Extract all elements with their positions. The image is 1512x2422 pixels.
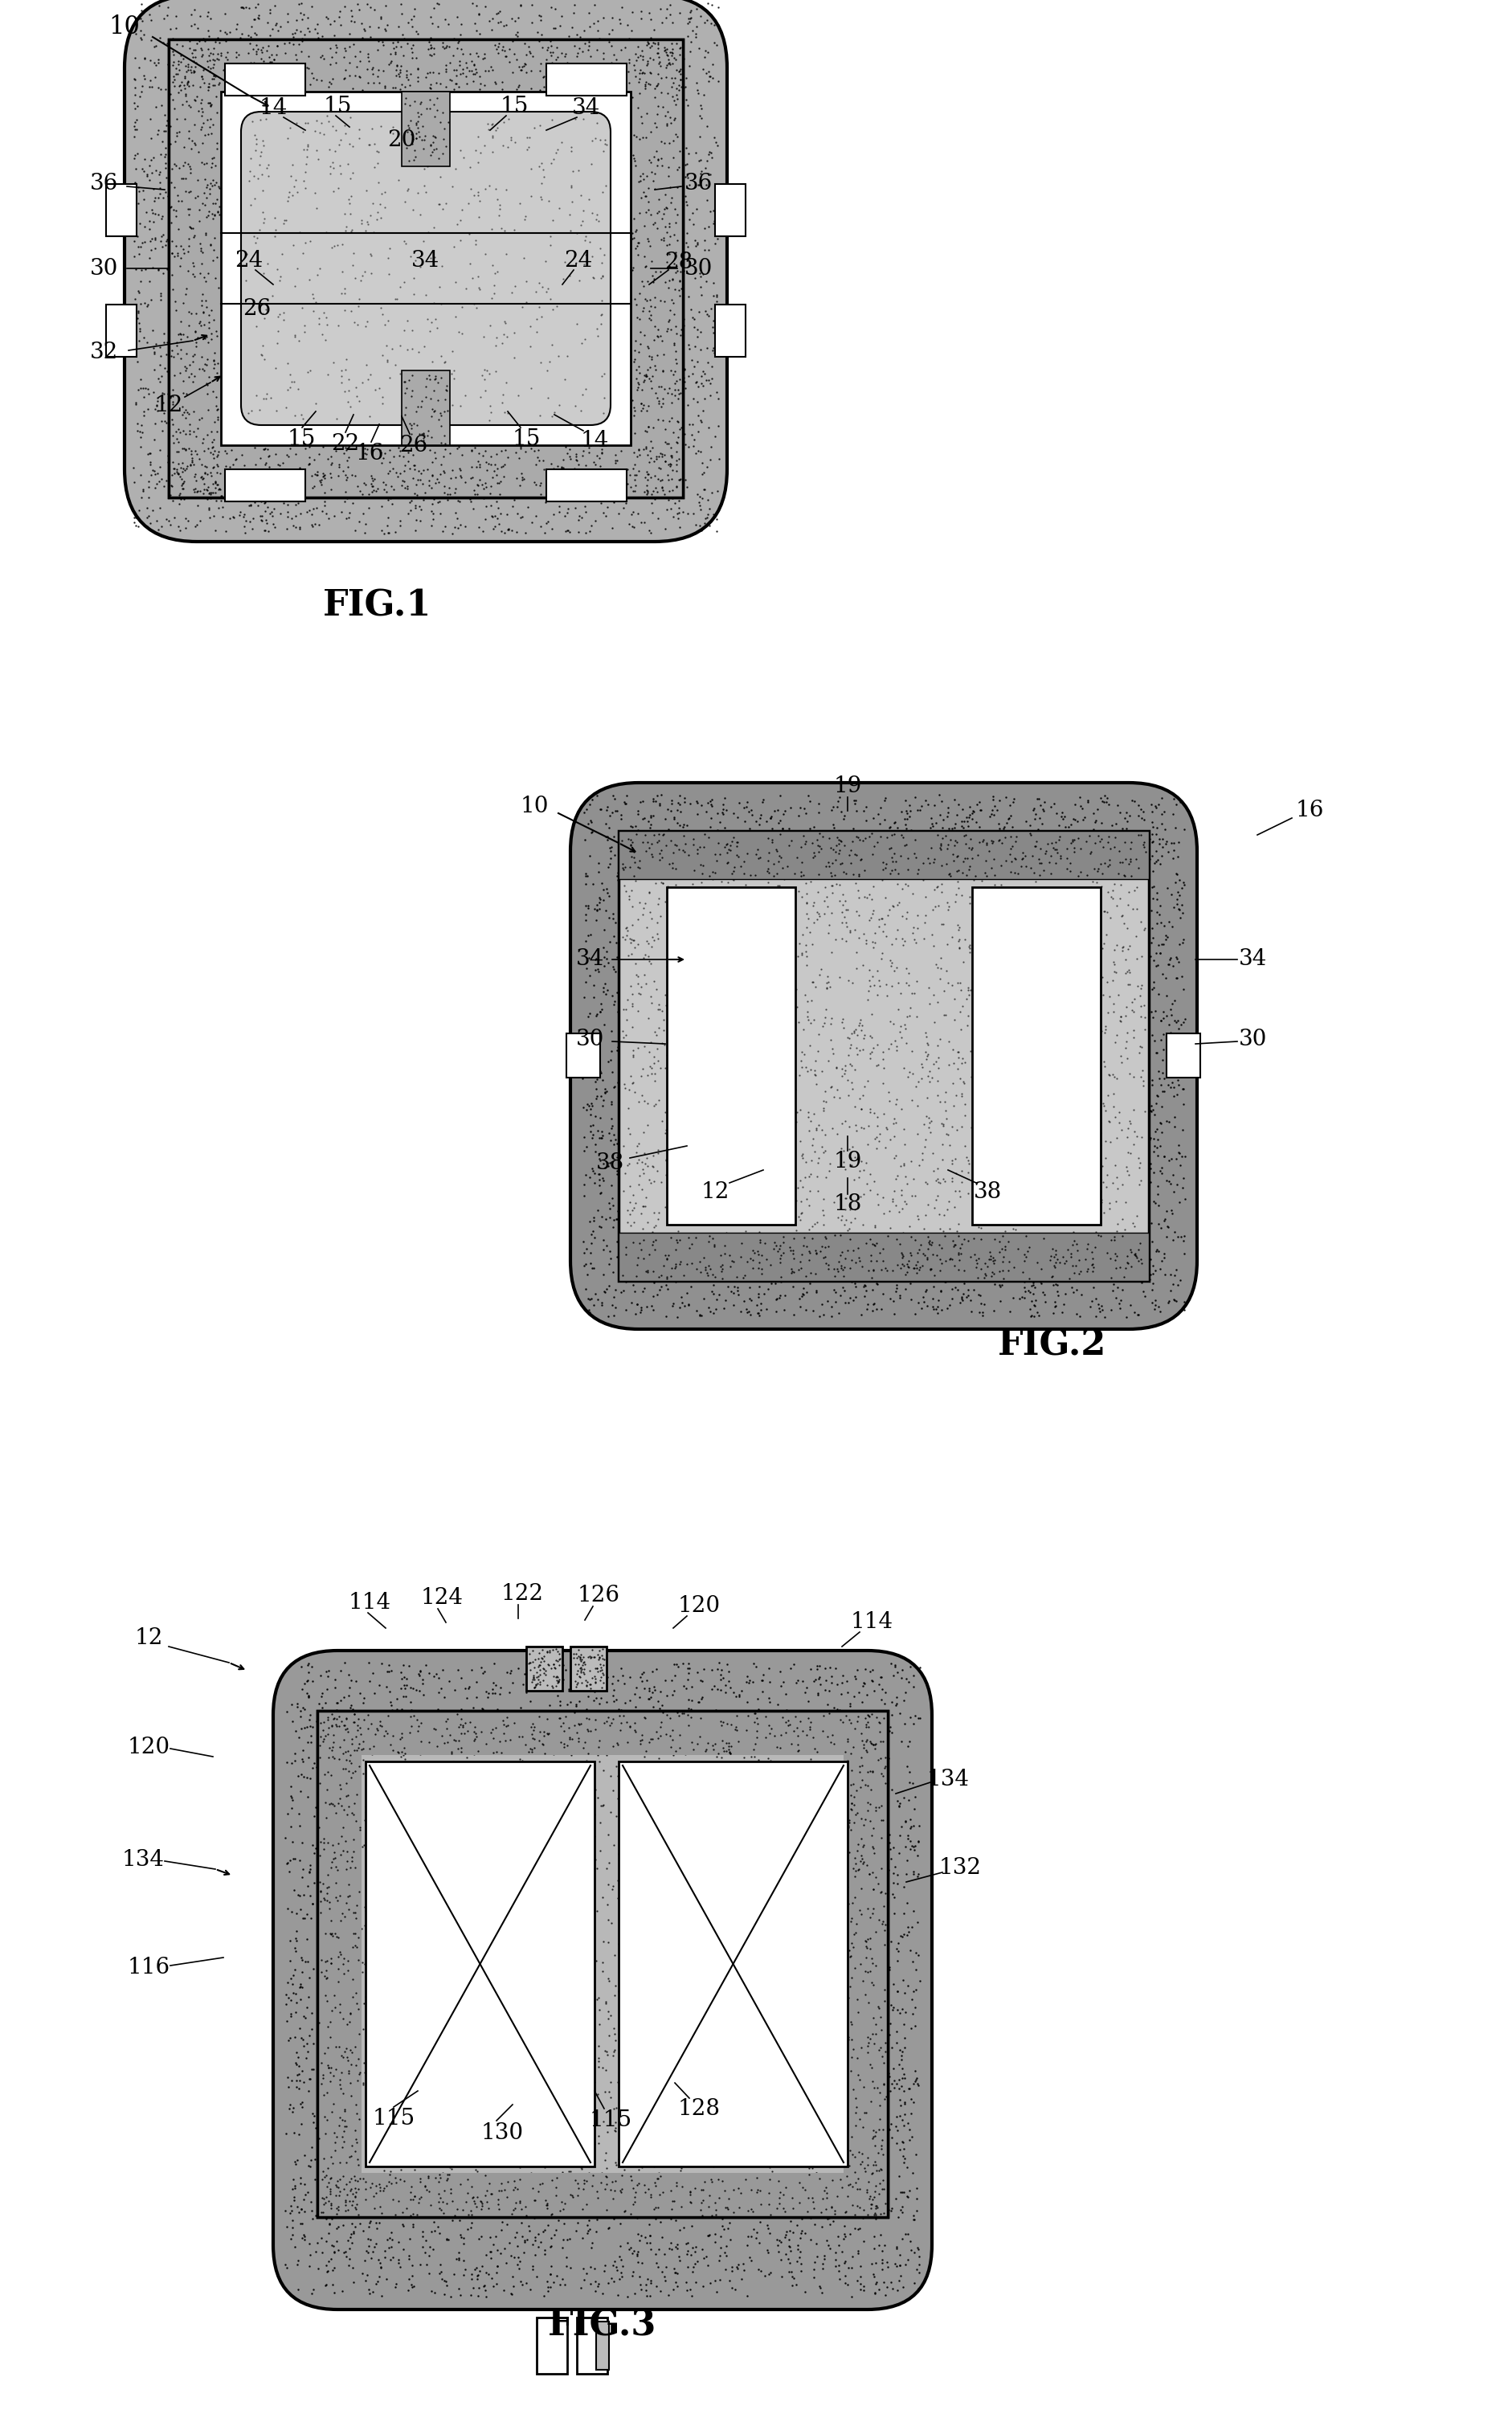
Bar xyxy=(225,63,305,94)
Text: 115: 115 xyxy=(372,2107,414,2129)
FancyBboxPatch shape xyxy=(570,782,1196,1330)
Bar xyxy=(844,1710,888,2216)
Bar xyxy=(402,371,449,446)
Bar xyxy=(526,1647,562,1691)
FancyBboxPatch shape xyxy=(124,0,727,543)
Text: 10: 10 xyxy=(109,15,141,39)
Bar xyxy=(715,305,745,356)
Bar xyxy=(546,63,626,94)
Bar xyxy=(225,470,305,501)
Text: 132: 132 xyxy=(939,1858,981,1879)
Text: 32: 32 xyxy=(91,342,118,363)
Text: 38: 38 xyxy=(974,1182,1002,1204)
Text: 128: 128 xyxy=(677,2097,720,2119)
Bar xyxy=(169,446,682,497)
Bar xyxy=(221,92,631,446)
Bar xyxy=(537,2318,567,2374)
Text: 12: 12 xyxy=(135,1628,163,1649)
Text: 24: 24 xyxy=(234,249,263,271)
Bar xyxy=(318,1710,888,2216)
Text: 22: 22 xyxy=(331,434,360,455)
Bar xyxy=(169,39,682,497)
Bar xyxy=(169,39,682,92)
Text: 26: 26 xyxy=(243,298,271,320)
Bar xyxy=(618,831,1148,1281)
Text: 36: 36 xyxy=(91,172,118,194)
Text: 36: 36 xyxy=(685,172,712,194)
Bar xyxy=(546,470,626,501)
Bar xyxy=(576,2318,606,2374)
Text: 34: 34 xyxy=(411,249,440,271)
Text: FIG.2: FIG.2 xyxy=(998,1327,1107,1364)
Text: 15: 15 xyxy=(324,94,351,116)
Text: 12: 12 xyxy=(700,1182,729,1204)
Bar xyxy=(318,1710,888,1756)
Bar xyxy=(565,1034,600,1078)
Bar xyxy=(667,886,795,1226)
Text: 16: 16 xyxy=(1294,799,1323,821)
Text: 126: 126 xyxy=(578,1584,620,1606)
Bar xyxy=(618,1233,1148,1281)
Bar xyxy=(106,184,136,237)
Text: 15: 15 xyxy=(287,429,316,450)
Text: 124: 124 xyxy=(420,1586,463,1608)
Text: 30: 30 xyxy=(1238,1029,1267,1051)
Text: 115: 115 xyxy=(590,2110,632,2131)
Text: 120: 120 xyxy=(677,1596,720,1618)
Bar xyxy=(169,39,221,497)
Text: 16: 16 xyxy=(355,443,384,465)
Text: 20: 20 xyxy=(387,128,416,150)
Bar xyxy=(402,92,449,167)
Text: 134: 134 xyxy=(121,1848,165,1870)
Text: FIG.1: FIG.1 xyxy=(324,589,432,622)
Bar xyxy=(631,39,682,497)
Bar xyxy=(169,39,682,497)
Text: FIG.3: FIG.3 xyxy=(547,2308,656,2342)
Bar xyxy=(618,831,1148,879)
Text: 12: 12 xyxy=(154,395,183,417)
Text: 30: 30 xyxy=(685,257,712,279)
Text: 130: 130 xyxy=(481,2122,523,2143)
Text: 134: 134 xyxy=(927,1768,969,1790)
Text: 116: 116 xyxy=(127,1957,169,1979)
Text: 30: 30 xyxy=(576,1029,605,1051)
Bar xyxy=(570,1647,606,1691)
Bar xyxy=(596,2323,609,2369)
Bar xyxy=(972,886,1101,1226)
Bar xyxy=(318,2173,888,2216)
Text: 26: 26 xyxy=(399,434,428,455)
Text: 10: 10 xyxy=(520,797,549,819)
Text: 24: 24 xyxy=(564,249,593,271)
Text: 15: 15 xyxy=(511,429,540,450)
Bar xyxy=(1166,1034,1199,1078)
Text: 14: 14 xyxy=(581,431,608,453)
Bar xyxy=(618,1761,847,2165)
Text: 28: 28 xyxy=(664,252,692,274)
Text: 15: 15 xyxy=(499,94,528,116)
Bar xyxy=(318,1710,888,2216)
Text: 114: 114 xyxy=(850,1611,892,1632)
FancyBboxPatch shape xyxy=(274,1649,931,2311)
Bar xyxy=(366,1761,594,2165)
Text: 14: 14 xyxy=(259,97,287,119)
Text: 38: 38 xyxy=(596,1153,624,1175)
Text: 122: 122 xyxy=(500,1584,543,1606)
FancyBboxPatch shape xyxy=(240,111,611,426)
Text: 34: 34 xyxy=(572,97,600,119)
Text: 120: 120 xyxy=(127,1737,169,1758)
Text: 30: 30 xyxy=(91,257,118,279)
Bar xyxy=(318,1710,361,2216)
Text: 19: 19 xyxy=(833,775,862,797)
Text: 18: 18 xyxy=(833,1194,862,1216)
Text: 114: 114 xyxy=(348,1591,390,1613)
Text: 19: 19 xyxy=(833,1150,862,1172)
Text: 34: 34 xyxy=(1238,949,1267,971)
Bar xyxy=(715,184,745,237)
Bar xyxy=(106,305,136,356)
Text: 34: 34 xyxy=(576,949,605,971)
